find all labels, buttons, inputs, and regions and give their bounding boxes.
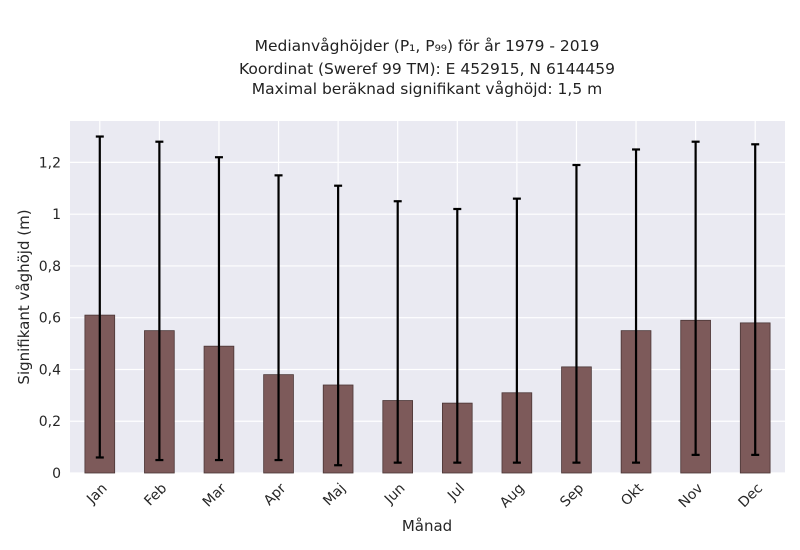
- chart-title: Medianvåghöjder (P₁, P₉₉) för år 1979 - …: [239, 37, 615, 98]
- y-tick-label: 0,8: [39, 259, 61, 275]
- x-tick-label: Dec: [736, 481, 766, 511]
- x-tick-label: Sep: [557, 480, 587, 510]
- chart-title-line-2: Koordinat (Sweref 99 TM): E 452915, N 61…: [239, 60, 615, 78]
- plot-area: [70, 121, 785, 473]
- y-axis-label: Signifikant våghöjd (m): [15, 209, 33, 384]
- y-tick-label: 0,4: [39, 362, 61, 378]
- x-tick-label: Aug: [497, 481, 528, 512]
- x-axis-label: Månad: [402, 517, 452, 535]
- x-tick-label: Maj: [320, 481, 349, 510]
- x-tick-label: Apr: [261, 480, 290, 509]
- x-tick-label: Jun: [381, 481, 408, 508]
- chart-title-line-3: Maximal beräknad signifikant våghöjd: 1,…: [252, 80, 602, 98]
- x-tick-label: Jan: [83, 481, 110, 508]
- x-axis-ticks: Jan Feb Mar Apr Maj Jun Jul Aug Sep Okt Nov Dec: [83, 480, 766, 511]
- x-tick-label: Jul: [444, 481, 468, 505]
- x-tick-label: Okt: [618, 480, 647, 509]
- chart-title-line-1: Medianvåghöjder (P₁, P₉₉) för år 1979 - …: [255, 37, 600, 55]
- y-tick-label: 0: [52, 466, 61, 482]
- y-tick-label: 0,2: [39, 414, 61, 430]
- x-tick-label: Mar: [200, 480, 230, 510]
- error-bars: [95, 135, 760, 467]
- x-tick-label: Nov: [676, 481, 707, 512]
- y-axis-ticks: 0 0,2 0,4 0,6 0,8 1 1,2: [39, 155, 61, 482]
- x-tick-label: Feb: [141, 480, 170, 509]
- y-tick-label: 1,2: [39, 155, 61, 171]
- y-tick-label: 0,6: [39, 311, 61, 327]
- y-tick-label: 1: [52, 207, 61, 223]
